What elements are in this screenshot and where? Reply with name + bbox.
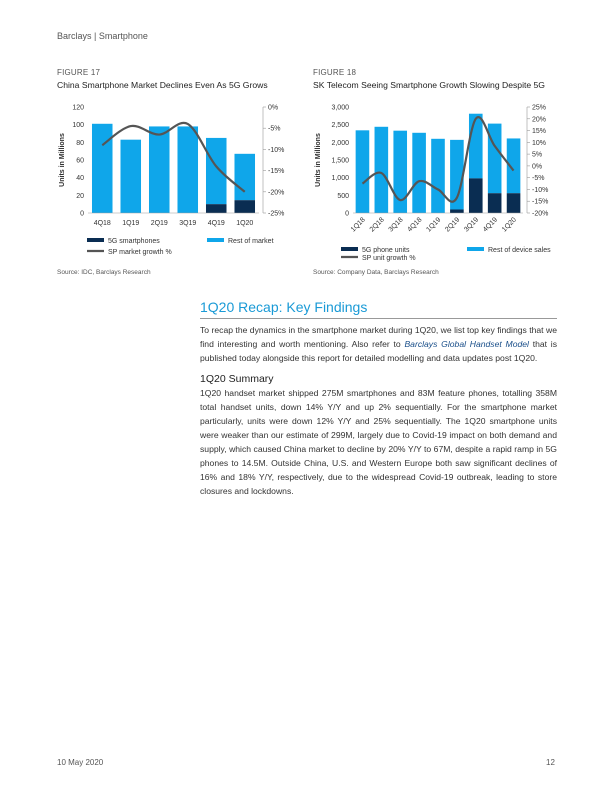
china-x-tick-label: 4Q19 <box>208 220 225 227</box>
skt-bar-5g <box>450 209 464 213</box>
skt-x-tick-label: 1Q20 <box>501 216 518 233</box>
china-bar-rest <box>205 137 227 205</box>
skt-y2-tick-label: -20% <box>532 211 548 218</box>
skt-y2-tick-label: -15% <box>532 199 548 206</box>
figure-18-title: SK Telecom Seeing Smartphone Growth Slow… <box>313 80 545 90</box>
section-title: 1Q20 Recap: Key Findings <box>200 299 368 315</box>
china-legend-swatch-rest <box>207 238 224 242</box>
china-legend-label: SP market growth % <box>108 249 172 256</box>
china-y-axis-label: Units in Millions <box>59 133 66 187</box>
china-x-tick-label: 4Q18 <box>94 220 111 227</box>
china-bar-rest <box>234 153 256 201</box>
skt-x-tick-label: 2Q19 <box>444 216 461 233</box>
china-y-tick-label: 80 <box>76 140 84 147</box>
sk-telecom-chart: Units in Millions 0 500 1,000 1,500 2,000 2,50… <box>315 105 551 263</box>
skt-x-tick-label: 3Q19 <box>463 216 480 233</box>
skt-bar-rest <box>468 113 483 179</box>
china-y2-tick-label: -25% <box>268 211 284 218</box>
skt-legend-swatch-rest <box>467 247 484 251</box>
china-bar-rest <box>120 139 142 213</box>
summary-paragraph: 1Q20 handset market shipped 275M smartph… <box>200 388 557 496</box>
figure-17-title: China Smartphone Market Declines Even As… <box>57 80 268 90</box>
figure-17-source: Source: IDC, Barclays Research <box>57 269 151 276</box>
skt-y2-tick-label: 5% <box>532 152 542 159</box>
china-legend-swatch-5g <box>87 238 104 242</box>
china-bar-5g <box>205 204 227 213</box>
page-header: Barclays | Smartphone <box>57 31 148 41</box>
skt-x-tick-label: 2Q18 <box>369 216 386 233</box>
figure-17-label: FIGURE 17 <box>57 68 101 77</box>
china-legend-label: 5G smartphones <box>108 238 160 245</box>
skt-bar-rest <box>393 130 408 213</box>
skt-y2-tick-label: 0% <box>532 163 542 170</box>
skt-y-tick-label: 2,500 <box>331 122 349 129</box>
china-y2-tick-label: -5% <box>268 126 280 133</box>
skt-y2-tick-label: -10% <box>532 187 548 194</box>
skt-legend-label: Rest of device sales <box>488 247 551 254</box>
china-x-tick-label: 1Q20 <box>236 220 253 227</box>
china-legend-label: Rest of market <box>228 238 274 245</box>
china-bar-rest <box>91 123 113 213</box>
handset-model-link[interactable]: Barclays Global Handset Model <box>404 339 529 349</box>
china-bar-rest <box>177 126 199 213</box>
skt-x-tick-label: 4Q18 <box>406 216 423 233</box>
skt-y-tick-label: 500 <box>337 193 349 200</box>
skt-bar-rest <box>450 139 464 210</box>
skt-y-tick-label: 1,000 <box>331 175 349 182</box>
china-y-tick-label: 0 <box>80 211 84 218</box>
intro-paragraph: To recap the dynamics in the smartphone … <box>200 325 558 363</box>
china-y2-tick-label: -20% <box>268 189 284 196</box>
skt-y-tick-label: 2,000 <box>331 140 349 147</box>
china-y-tick-label: 20 <box>76 193 84 200</box>
china-smartphone-chart: Units in Millions 0 20 40 60 80 100 120 0% -5% -10… <box>59 105 284 257</box>
skt-y2-tick-label: 15% <box>532 128 546 135</box>
skt-y2-tick-label: 20% <box>532 116 546 123</box>
section-divider <box>200 318 557 319</box>
skt-bar-rest <box>374 126 389 213</box>
skt-y-tick-label: 0 <box>345 211 349 218</box>
skt-bar-5g <box>487 193 502 213</box>
china-x-tick-label: 1Q19 <box>122 220 139 227</box>
skt-bar-5g <box>506 193 521 213</box>
skt-legend-label: 5G phone units <box>362 247 410 254</box>
skt-y2-tick-label: -5% <box>532 175 544 182</box>
skt-legend-swatch-5g <box>341 247 358 251</box>
china-y-tick-label: 100 <box>72 122 84 129</box>
skt-bar-rest <box>355 130 370 213</box>
china-y2-tick-label: -10% <box>268 147 284 154</box>
skt-y-axis-label: Units in Millions <box>315 133 322 187</box>
skt-bar-rest <box>431 138 445 213</box>
summary-heading: 1Q20 Summary <box>200 373 274 385</box>
figure-18-label: FIGURE 18 <box>313 68 357 77</box>
skt-legend-label: SP unit growth % <box>362 255 416 262</box>
page-number: 12 <box>546 758 555 767</box>
skt-x-tick-label: 1Q19 <box>425 216 442 233</box>
skt-x-tick-label: 1Q18 <box>350 216 367 233</box>
skt-bar-rest <box>412 132 426 213</box>
figure-18-source: Source: Company Data, Barclays Research <box>313 269 439 276</box>
skt-y2-tick-label: 25% <box>532 105 546 112</box>
china-growth-line <box>101 121 246 193</box>
china-y-tick-label: 40 <box>76 175 84 182</box>
china-y2-tick-label: -15% <box>268 168 284 175</box>
china-y2-tick-label: 0% <box>268 105 278 112</box>
china-y-tick-label: 120 <box>72 105 84 112</box>
china-x-tick-label: 2Q19 <box>151 220 168 227</box>
skt-y2-tick-label: 10% <box>532 140 546 147</box>
footer-date: 10 May 2020 <box>57 758 104 767</box>
china-x-tick-label: 3Q19 <box>179 220 196 227</box>
skt-x-tick-label: 4Q19 <box>482 216 499 233</box>
skt-y-tick-label: 3,000 <box>331 105 349 112</box>
skt-x-tick-label: 3Q18 <box>388 216 405 233</box>
china-bar-5g <box>234 200 256 213</box>
skt-bar-5g <box>468 178 483 213</box>
skt-bar-rest <box>506 138 521 194</box>
skt-y-tick-label: 1,500 <box>331 158 349 165</box>
skt-growth-line <box>361 116 515 203</box>
china-bar-rest <box>148 126 170 213</box>
china-y-tick-label: 60 <box>76 158 84 165</box>
